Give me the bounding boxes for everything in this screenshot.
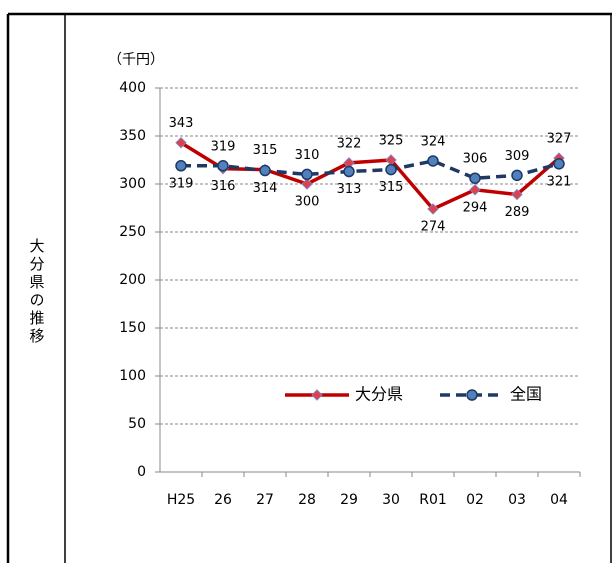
y-tick-label: 400 bbox=[119, 80, 146, 96]
y-tick-label: 250 bbox=[119, 224, 146, 240]
value-label: 322 bbox=[337, 136, 362, 151]
y-tick-label: 150 bbox=[119, 320, 146, 336]
y-tick-label: 100 bbox=[119, 368, 146, 384]
y-axis-label: （千円） bbox=[108, 52, 164, 68]
value-label: 343 bbox=[169, 116, 194, 131]
marker bbox=[217, 160, 229, 172]
x-tick-label: 28 bbox=[298, 492, 316, 508]
x-tick-label: 30 bbox=[382, 492, 400, 508]
marker bbox=[469, 172, 481, 184]
marker bbox=[427, 203, 439, 215]
x-tick-label: 02 bbox=[466, 492, 484, 508]
y-tick-label: 50 bbox=[128, 416, 146, 432]
x-tick-label: R01 bbox=[419, 492, 447, 508]
marker bbox=[259, 164, 271, 177]
marker bbox=[469, 184, 481, 196]
x-tick-label: 29 bbox=[340, 492, 358, 508]
legend-label: 大分県 bbox=[355, 385, 403, 404]
value-label: 289 bbox=[505, 205, 530, 220]
value-label: 300 bbox=[295, 195, 320, 210]
y-tick-label: 200 bbox=[119, 272, 146, 288]
x-tick-label: 04 bbox=[550, 492, 568, 508]
value-label: 314 bbox=[253, 181, 278, 196]
marker bbox=[301, 168, 313, 181]
value-label: 294 bbox=[463, 200, 488, 215]
value-label: 321 bbox=[547, 174, 572, 189]
legend-label: 全国 bbox=[510, 385, 542, 404]
x-tick-label: 27 bbox=[256, 492, 274, 508]
value-label: 310 bbox=[295, 148, 320, 163]
value-label: 306 bbox=[463, 152, 488, 167]
value-label: 274 bbox=[421, 219, 446, 234]
marker bbox=[343, 165, 355, 178]
value-label: 309 bbox=[505, 149, 530, 164]
marker bbox=[427, 155, 439, 167]
value-label: 319 bbox=[211, 139, 236, 154]
marker bbox=[511, 169, 523, 182]
value-label: 313 bbox=[337, 182, 362, 197]
x-tick-label: 03 bbox=[508, 492, 526, 508]
marker bbox=[301, 178, 313, 190]
row-label: 大分県の推移 bbox=[28, 238, 46, 346]
value-label: 319 bbox=[169, 176, 194, 191]
x-tick-label: H25 bbox=[167, 492, 195, 508]
marker bbox=[553, 158, 565, 170]
value-label: 327 bbox=[547, 132, 572, 147]
x-tick-label: 26 bbox=[214, 492, 232, 508]
marker bbox=[175, 137, 187, 149]
marker bbox=[175, 160, 187, 172]
y-tick-label: 350 bbox=[119, 128, 146, 144]
value-label: 316 bbox=[211, 179, 236, 194]
marker bbox=[466, 389, 478, 401]
y-tick-label: 0 bbox=[137, 464, 146, 480]
marker bbox=[385, 163, 397, 176]
marker bbox=[511, 188, 523, 201]
marker bbox=[311, 389, 323, 401]
value-label: 324 bbox=[421, 134, 446, 149]
value-label: 315 bbox=[379, 180, 404, 195]
series-line bbox=[180, 141, 561, 212]
value-label: 325 bbox=[379, 134, 404, 149]
value-label: 315 bbox=[253, 143, 278, 158]
y-tick-label: 300 bbox=[119, 176, 146, 192]
